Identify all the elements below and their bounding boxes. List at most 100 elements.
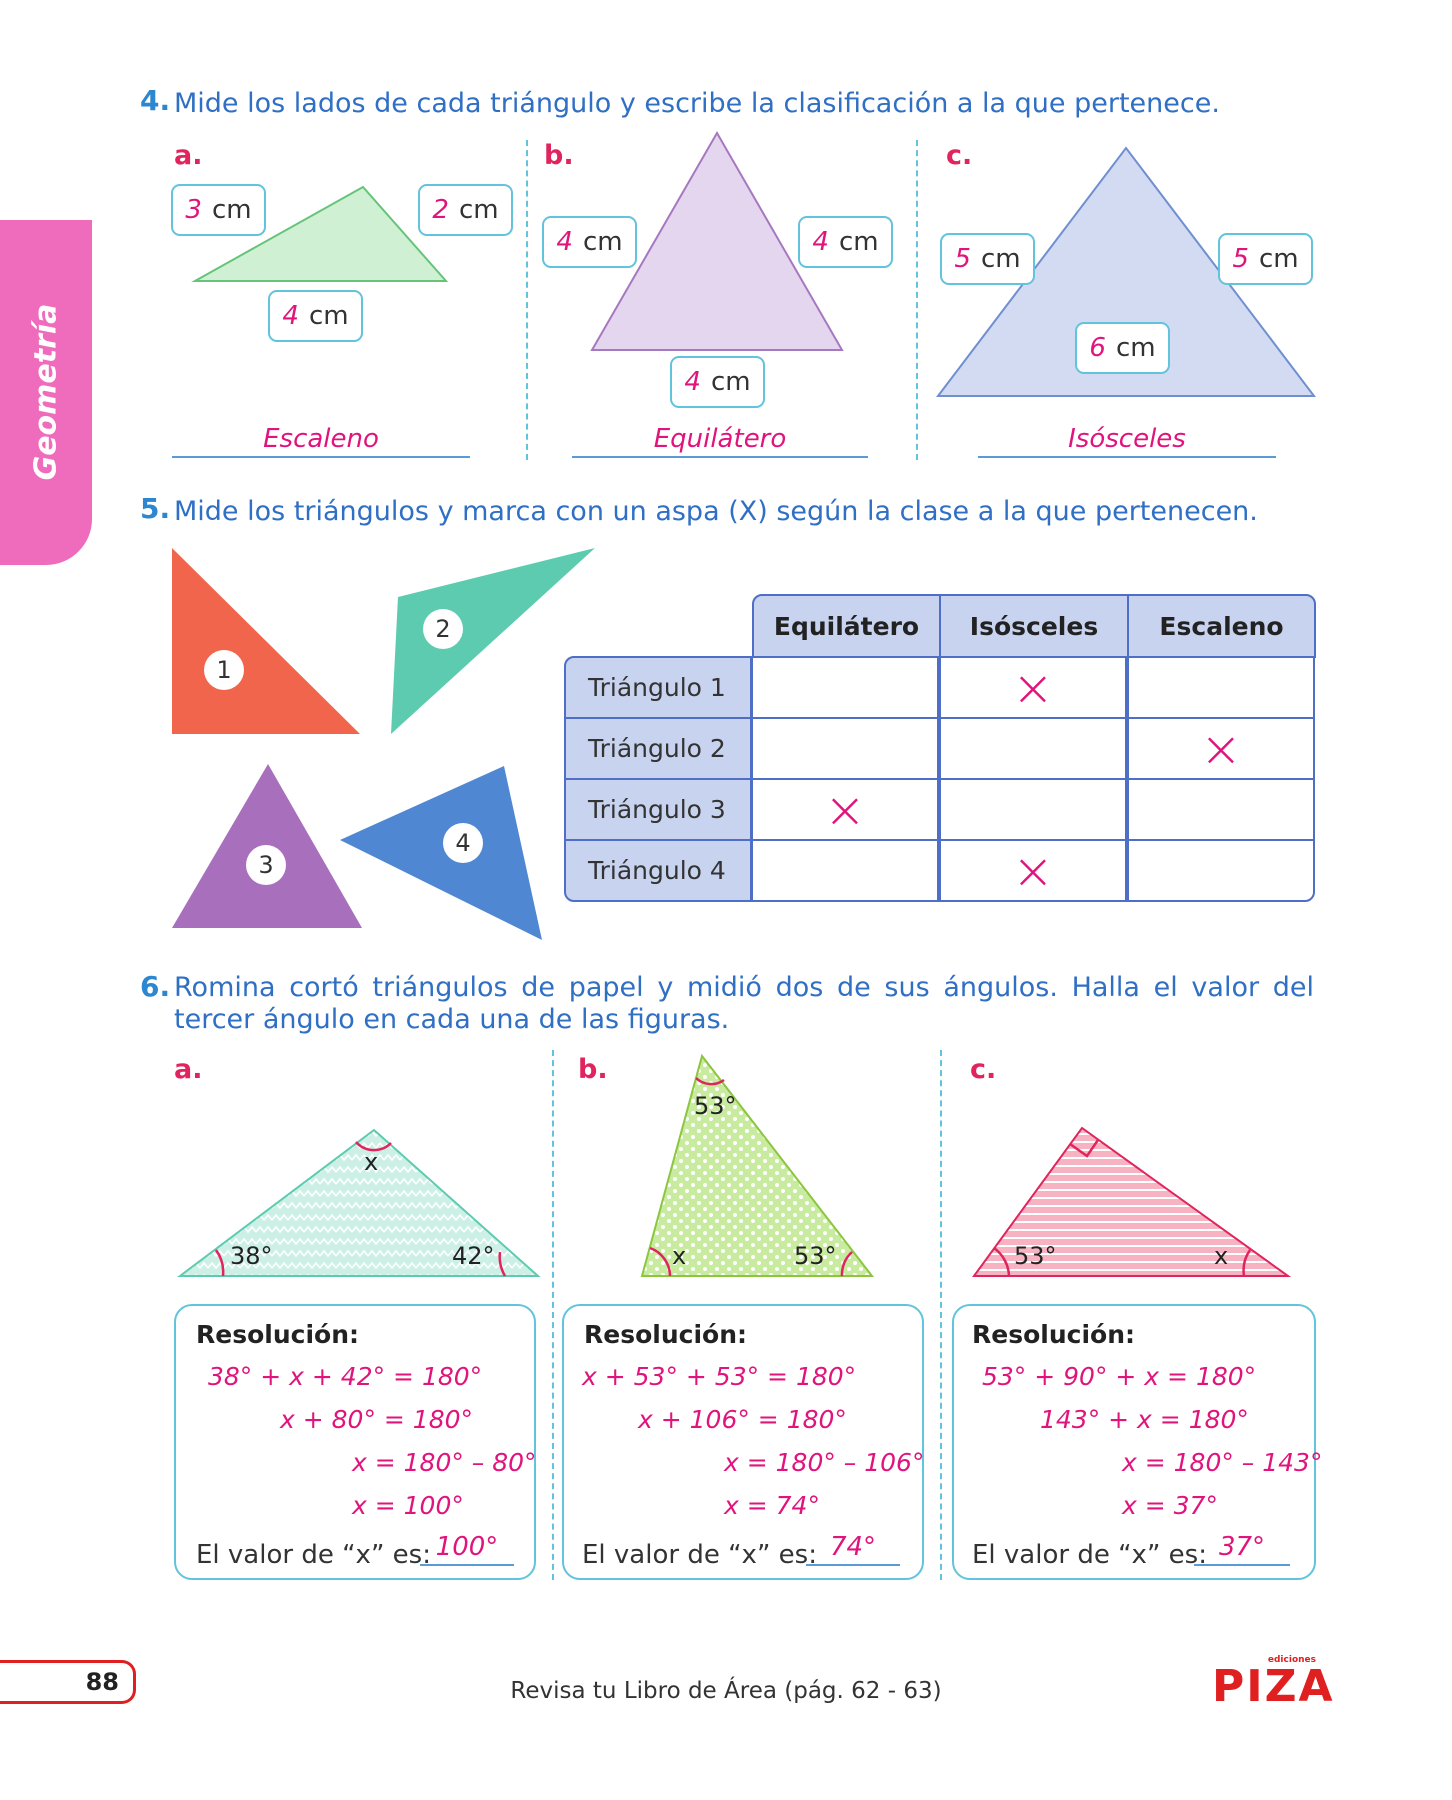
value-label: El valor de “x” es: bbox=[582, 1540, 817, 1570]
section-side-tab: Geometría bbox=[0, 220, 92, 565]
measure-value: 4 bbox=[556, 227, 573, 257]
table-row-label: Triángulo 2 bbox=[564, 717, 752, 780]
divider bbox=[916, 140, 918, 460]
triangle-4 bbox=[340, 766, 542, 940]
resolution-line: x = 37° bbox=[1122, 1491, 1218, 1520]
question-4-instruction: Mide los lados de cada triángulo y escri… bbox=[174, 88, 1220, 119]
table-cell bbox=[939, 717, 1127, 780]
table-cell bbox=[1127, 839, 1315, 902]
measure-value: 5 bbox=[954, 244, 971, 274]
q6-b-angle-right: 53° bbox=[794, 1242, 837, 1270]
resolution-line: x = 180° – 143° bbox=[1122, 1448, 1323, 1477]
triangle-3-label: 3 bbox=[258, 851, 274, 879]
resolution-line: x + 53° + 53° = 180° bbox=[582, 1362, 857, 1391]
q6-triangle-b bbox=[640, 1053, 875, 1277]
logo-small-text: ediciones bbox=[1267, 1655, 1316, 1665]
q6-a-angle-top: x bbox=[364, 1148, 379, 1176]
q6-b-angle-left: x bbox=[672, 1242, 687, 1270]
q6-a-angle-left: 38° bbox=[230, 1242, 273, 1270]
measure-unit: cm bbox=[308, 301, 349, 331]
resolution-line: x = 180° – 106° bbox=[724, 1448, 925, 1477]
q4-c-bottom-measure: 6 cm bbox=[1075, 322, 1170, 374]
measure-value: 2 bbox=[432, 195, 449, 225]
measure-value: 4 bbox=[812, 227, 829, 257]
measure-value: 5 bbox=[1232, 244, 1249, 274]
page-number: 88 bbox=[0, 1660, 136, 1704]
q4-c-right-measure: 5 cm bbox=[1218, 233, 1313, 285]
resolution-line: 53° + 90° + x = 180° bbox=[982, 1362, 1257, 1391]
publisher-logo: ediciones PIZA bbox=[1212, 1655, 1333, 1712]
measure-unit: cm bbox=[980, 244, 1021, 274]
table-cell bbox=[1127, 778, 1315, 841]
q6-b-angle-top: 53° bbox=[694, 1092, 737, 1120]
q6-a-angle-right: 42° bbox=[452, 1242, 495, 1270]
q6-letter-b: b. bbox=[578, 1054, 608, 1085]
measure-unit: cm bbox=[458, 195, 499, 225]
question-6-instruction: Romina cortó triángulos de papel y midió… bbox=[174, 972, 1314, 1035]
question-5-instruction: Mide los triángulos y marca con un aspa … bbox=[174, 496, 1258, 527]
value-label: El valor de “x” es: bbox=[196, 1540, 431, 1570]
table-cell bbox=[751, 839, 939, 902]
q4-triangle-a bbox=[191, 185, 449, 282]
table-row-label: Triángulo 3 bbox=[564, 778, 752, 841]
measure-value: 3 bbox=[185, 195, 202, 225]
table-header-isosceles: Isósceles bbox=[939, 594, 1129, 658]
resolution-line: x = 74° bbox=[724, 1491, 820, 1520]
q4-c-answer: Isósceles bbox=[978, 424, 1276, 458]
q6-triangle-c bbox=[972, 1126, 1292, 1277]
logo-name: PIZA bbox=[1212, 1661, 1335, 1712]
q4-b-right-measure: 4 cm bbox=[798, 216, 893, 268]
q6-c-angle-right: x bbox=[1214, 1242, 1229, 1270]
measure-unit: cm bbox=[582, 227, 623, 257]
q4-triangle-b bbox=[590, 130, 844, 351]
measure-value: 6 bbox=[1089, 333, 1106, 363]
q6-letter-a: a. bbox=[174, 1054, 203, 1085]
answer-value: 37° bbox=[1194, 1532, 1290, 1566]
value-label: El valor de “x” es: bbox=[972, 1540, 1207, 1570]
measure-unit: cm bbox=[1258, 244, 1299, 274]
q4-letter-a: a. bbox=[174, 140, 203, 171]
triangle-2-label: 2 bbox=[435, 615, 451, 643]
triangle-1-label: 1 bbox=[216, 656, 232, 684]
resolution-line: x + 106° = 180° bbox=[638, 1405, 847, 1434]
resolution-title: Resolución: bbox=[196, 1320, 359, 1349]
footer-reference: Revisa tu Libro de Área (pág. 62 - 63) bbox=[510, 1678, 942, 1704]
q4-letter-b: b. bbox=[544, 140, 574, 171]
resolution-box-c: Resolución: 53° + 90° + x = 180° 143° + … bbox=[952, 1304, 1322, 1580]
measure-unit: cm bbox=[710, 367, 751, 397]
table-cell: × bbox=[939, 839, 1127, 902]
triangle-2 bbox=[391, 548, 595, 734]
resolution-line: 143° + x = 180° bbox=[1040, 1405, 1249, 1434]
q6-triangle-a bbox=[177, 1128, 541, 1277]
q6-letter-c: c. bbox=[970, 1054, 997, 1085]
table-cell bbox=[1127, 656, 1315, 719]
resolution-box-b: Resolución: x + 53° + 53° = 180° x + 106… bbox=[562, 1304, 924, 1580]
q4-b-left-measure: 4 cm bbox=[542, 216, 637, 268]
resolution-line: x = 100° bbox=[352, 1491, 464, 1520]
resolution-title: Resolución: bbox=[972, 1320, 1135, 1349]
measure-unit: cm bbox=[1115, 333, 1156, 363]
measure-value: 4 bbox=[684, 367, 701, 397]
measure-unit: cm bbox=[838, 227, 879, 257]
table-row-label: Triángulo 1 bbox=[564, 656, 752, 719]
q6-c-angle-left: 53° bbox=[1014, 1242, 1057, 1270]
question-5-number: 5. bbox=[140, 492, 171, 525]
q4-a-right-measure: 2 cm bbox=[418, 184, 513, 236]
resolution-line: x = 180° – 80° bbox=[352, 1448, 537, 1477]
q4-letter-c: c. bbox=[946, 140, 973, 171]
divider bbox=[552, 1050, 554, 1580]
divider bbox=[526, 140, 528, 460]
q4-a-bottom-measure: 4 cm bbox=[268, 290, 363, 342]
answer-value: 100° bbox=[420, 1532, 514, 1566]
resolution-line: 38° + x + 42° = 180° bbox=[208, 1362, 483, 1391]
resolution-line: x + 80° = 180° bbox=[280, 1405, 474, 1434]
triangle-4-label: 4 bbox=[455, 829, 471, 857]
measure-unit: cm bbox=[211, 195, 252, 225]
q4-a-answer: Escaleno bbox=[172, 424, 470, 458]
question-4-number: 4. bbox=[140, 84, 171, 117]
divider bbox=[940, 1050, 942, 1580]
resolution-title: Resolución: bbox=[584, 1320, 747, 1349]
